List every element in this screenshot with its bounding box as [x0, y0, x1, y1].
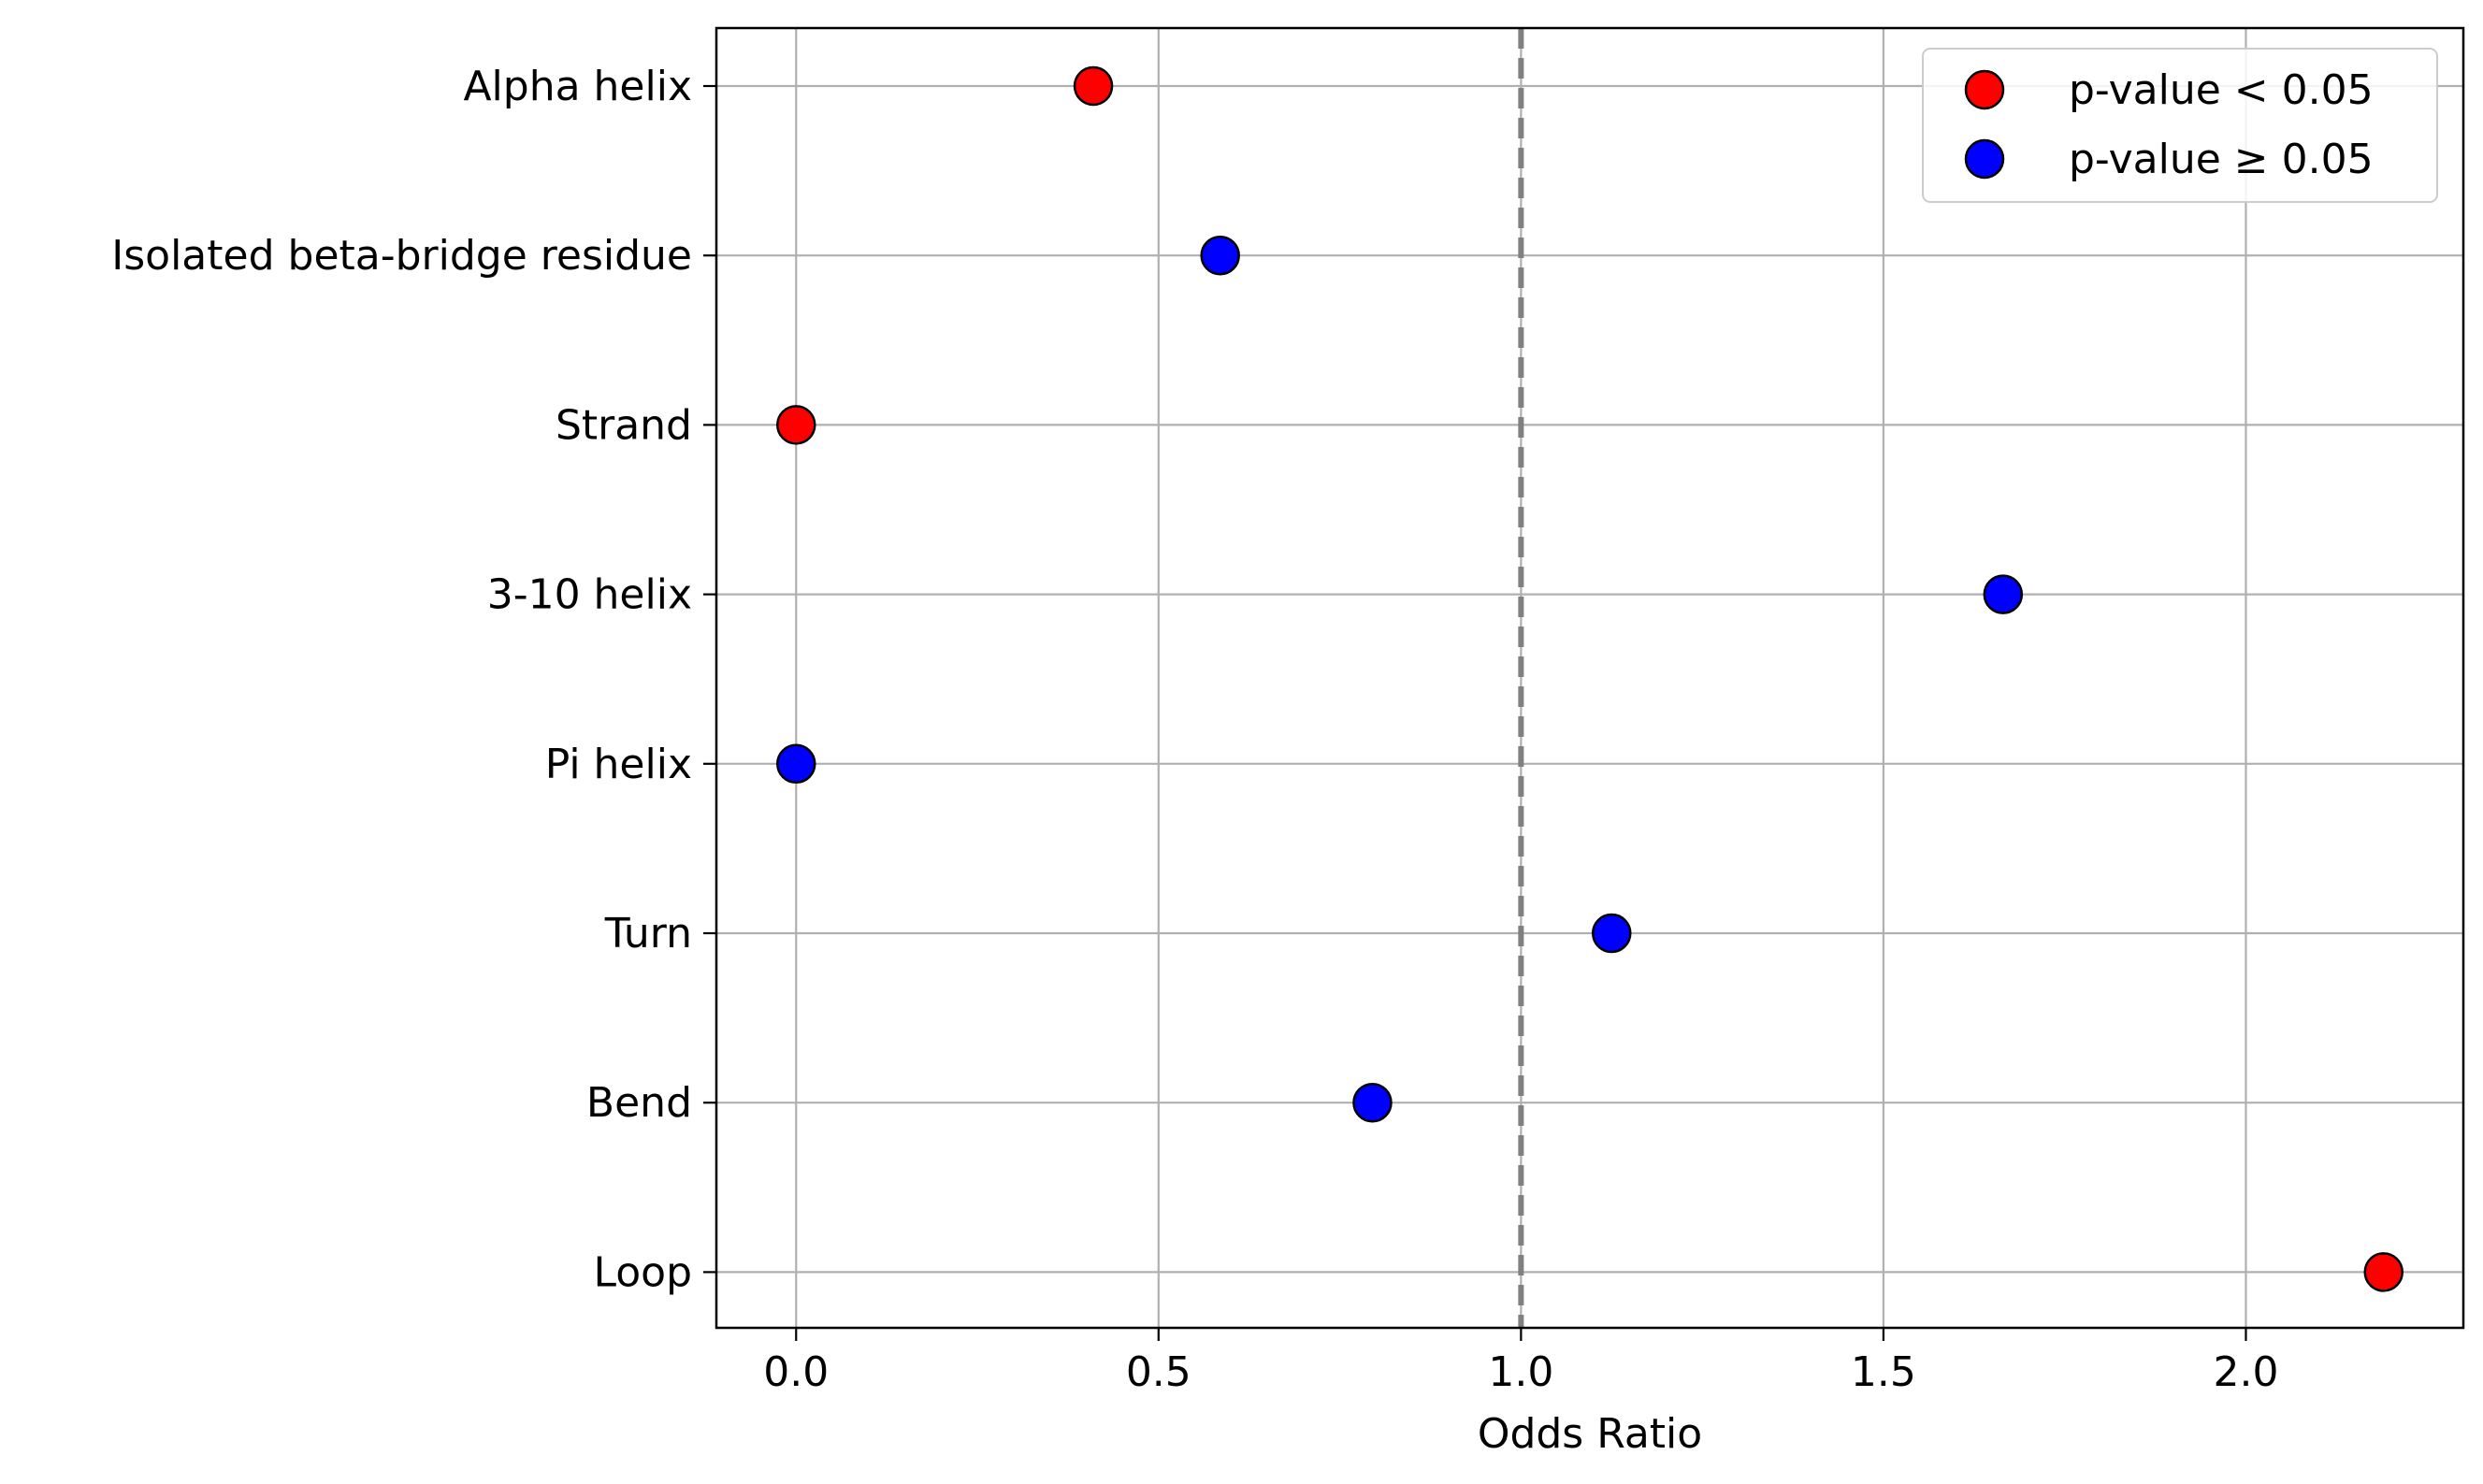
- data-point: [776, 405, 816, 445]
- x-tick-label: 0.5: [1126, 1348, 1191, 1396]
- data-point: [1983, 574, 2024, 614]
- y-tick-label: Alpha helix: [463, 63, 692, 110]
- data-point: [1352, 1082, 1393, 1123]
- data-point: [2363, 1252, 2404, 1292]
- x-tick-label: 1.0: [1488, 1348, 1553, 1396]
- grid: [716, 28, 2463, 1328]
- legend: p-value < 0.05 p-value ≥ 0.05: [1922, 48, 2438, 203]
- y-tick-label: Bend: [586, 1079, 692, 1127]
- y-tick-label: Pi helix: [545, 741, 692, 788]
- y-tick-label: Isolated beta-bridge residue: [111, 232, 692, 280]
- data-points: [776, 65, 2404, 1292]
- data-point: [776, 743, 816, 785]
- legend-label: p-value ≥ 0.05: [2069, 136, 2374, 183]
- y-tick-label: Turn: [604, 910, 692, 958]
- legend-marker: [1964, 138, 2005, 180]
- plot-frame: [715, 26, 2465, 1330]
- data-point: [1200, 235, 1240, 276]
- x-tick-label: 0.0: [763, 1348, 829, 1396]
- x-tick-label: 2.0: [2213, 1348, 2278, 1396]
- x-tick-label: 1.5: [1851, 1348, 1916, 1396]
- x-axis-ticks: 0.0 0.5 1.0 1.5 2.0: [763, 1328, 2278, 1396]
- legend-box: [1922, 48, 2438, 203]
- legend-marker: [1964, 69, 2005, 110]
- legend-label: p-value < 0.05: [2069, 66, 2374, 114]
- y-tick-label: 3-10 helix: [487, 571, 692, 619]
- x-axis-label: Odds Ratio: [1478, 1410, 1702, 1458]
- y-axis-ticks: Alpha helix Isolated beta-bridge residue S…: [111, 63, 716, 1296]
- data-point: [1592, 913, 1632, 954]
- y-tick-label: Strand: [556, 401, 692, 449]
- y-tick-label: Loop: [593, 1248, 692, 1296]
- data-point: [1073, 65, 1114, 107]
